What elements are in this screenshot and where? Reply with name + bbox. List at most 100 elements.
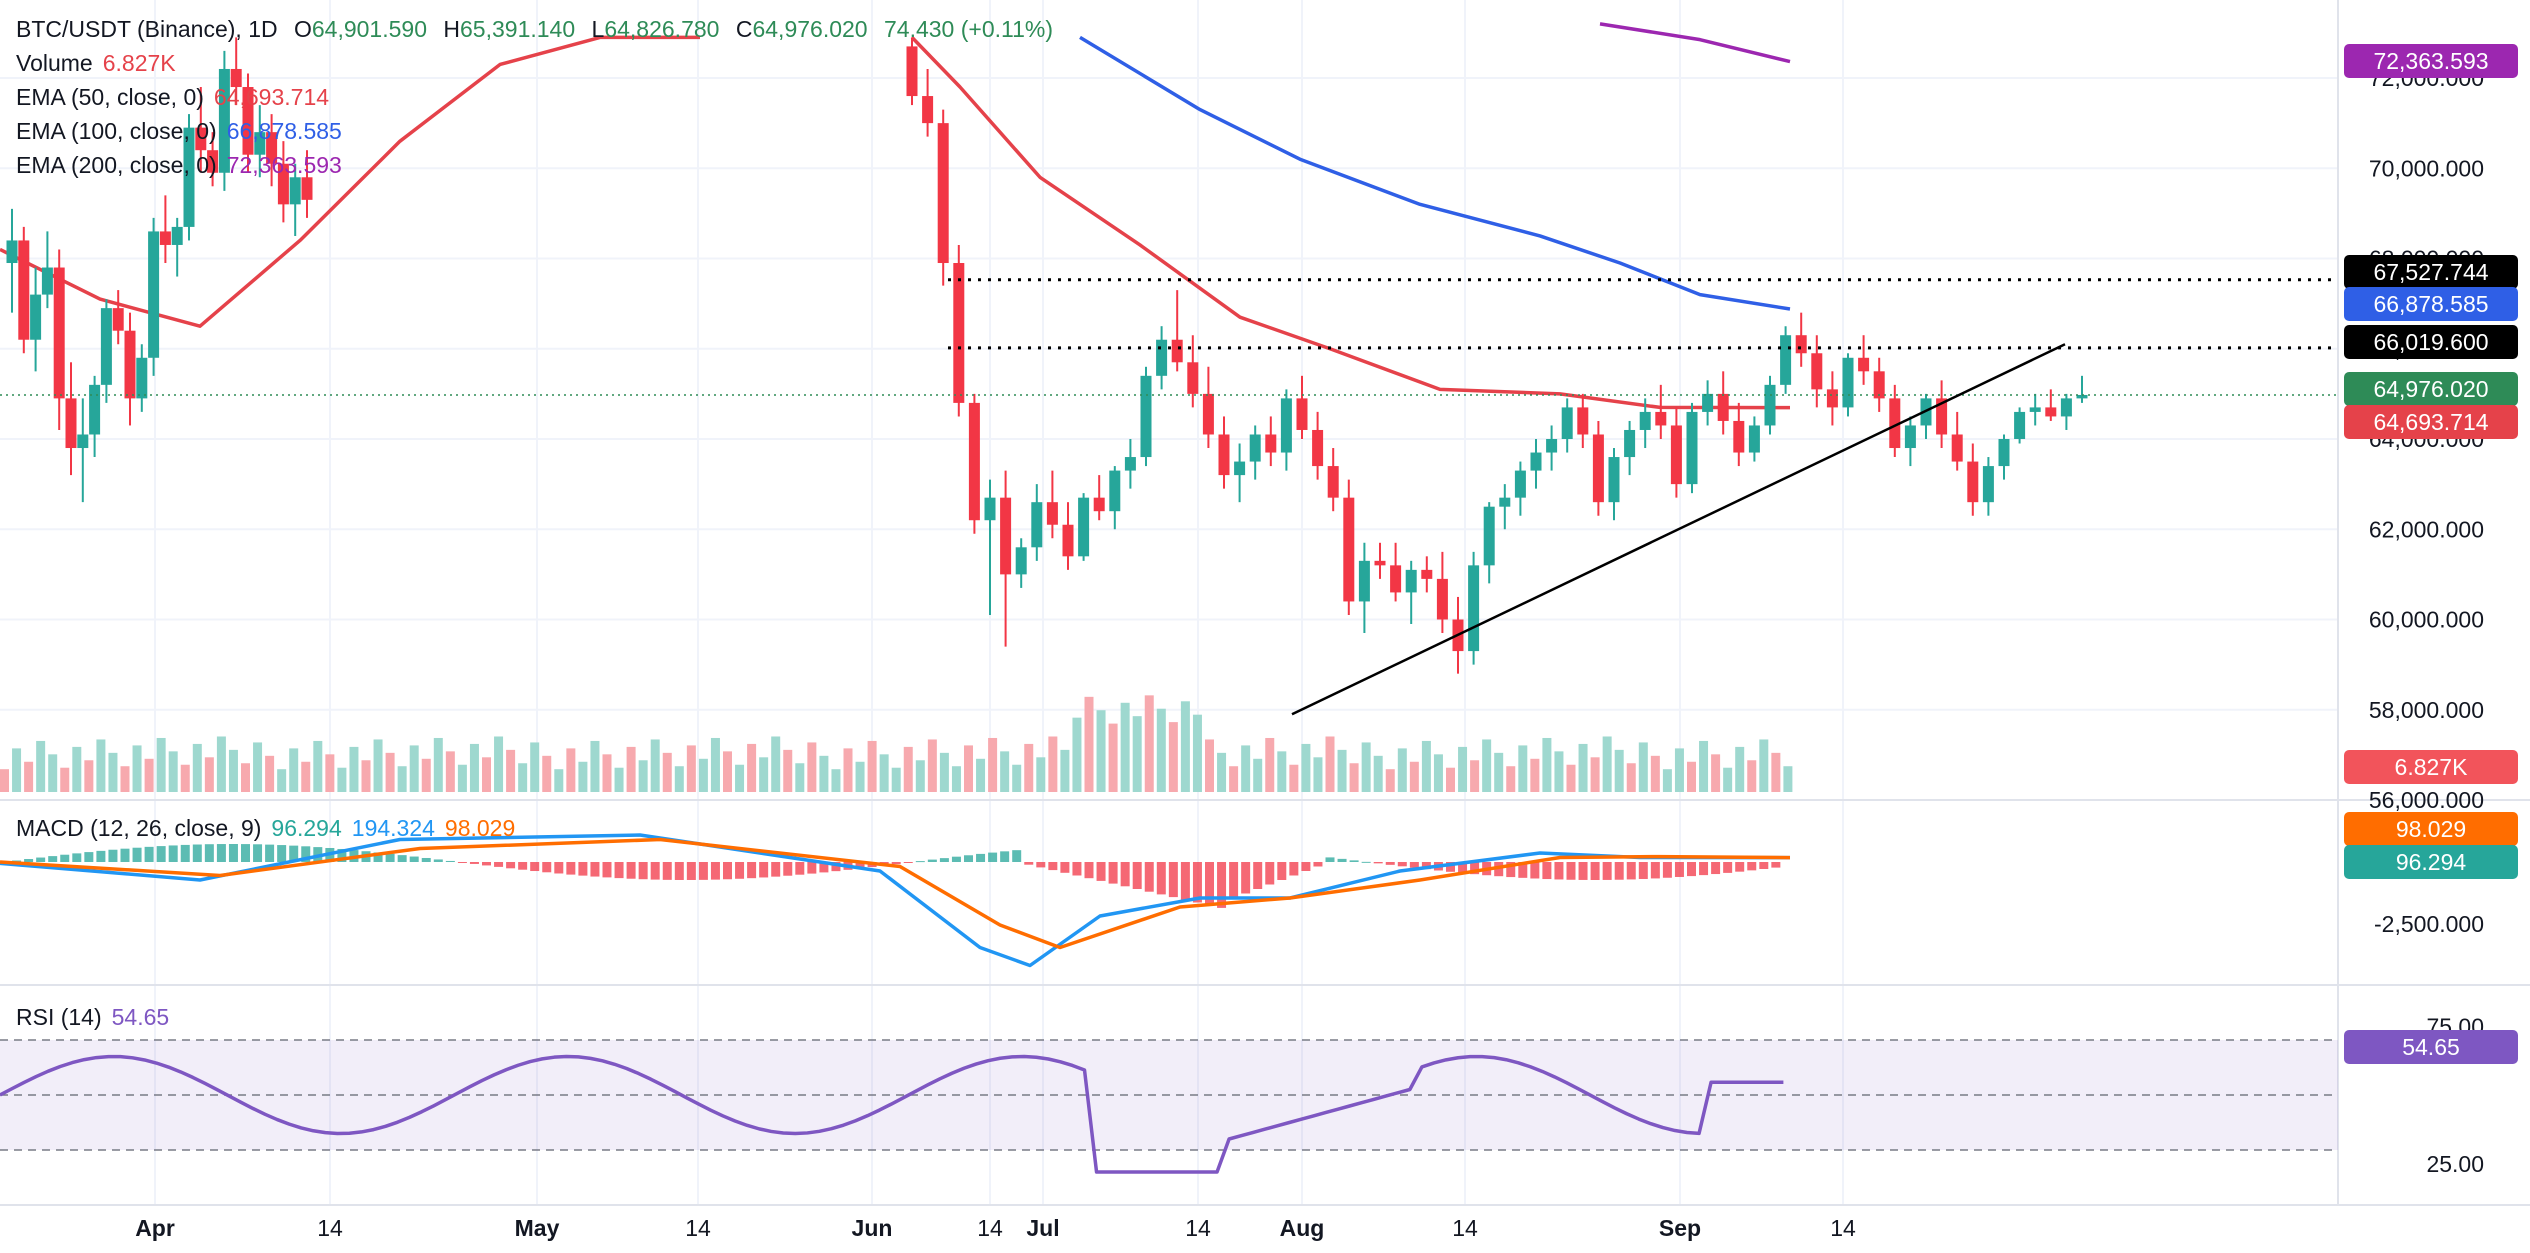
macd-histogram-bar (1301, 862, 1311, 871)
price-axis-label: 62,000.000 (2369, 516, 2484, 542)
macd-histogram-bar (192, 844, 202, 862)
candle (906, 37, 918, 106)
volume-bar (325, 754, 335, 792)
volume-bar (36, 740, 46, 792)
candle-body (1936, 398, 1948, 435)
volume-bar (156, 737, 166, 792)
macd-histogram-bar (686, 862, 696, 880)
volume-bar (241, 763, 250, 792)
legend-open: O64,901.590 (293, 16, 427, 42)
macd-histogram-bar (1638, 862, 1648, 879)
macd-histogram-bar (831, 862, 841, 872)
macd-histogram-bar (265, 844, 275, 862)
macd-histogram-bar (204, 844, 214, 862)
macd-histogram-bar (1771, 862, 1781, 868)
macd-histogram-bar (1385, 862, 1395, 865)
candle-body (1436, 578, 1448, 620)
volume-bar (554, 769, 564, 792)
volume-bar (385, 752, 395, 792)
price-tag-last: 64,976.020 (2344, 372, 2518, 406)
time-axis-label: Sep (1659, 1215, 1701, 1241)
volume-bar (1217, 752, 1227, 792)
candle-body (1826, 389, 1838, 408)
volume-bar (518, 763, 528, 792)
candle (30, 267, 42, 372)
volume-bar (1096, 710, 1106, 792)
price-tag-ema200: 72,363.593 (2344, 44, 2518, 78)
candle (1998, 434, 2010, 480)
macd-histogram-bar (674, 862, 684, 880)
volume-bar (650, 739, 660, 792)
volume-bar (1132, 716, 1142, 792)
macd-histogram-bar (241, 844, 250, 862)
time-axis-label: May (515, 1215, 560, 1241)
volume-bar (1542, 737, 1552, 792)
macd-histogram-bar (1253, 862, 1263, 889)
candle (1171, 290, 1183, 372)
candle-body (953, 263, 965, 403)
candle (2045, 389, 2057, 421)
candle (1826, 371, 1838, 426)
macd-histogram-bar (228, 844, 238, 862)
macd-histogram-bar (1012, 850, 1022, 862)
volume-bar (204, 757, 214, 792)
volume-bar (1337, 749, 1347, 792)
macd-histogram-bar (1470, 862, 1480, 875)
macd-histogram-bar (1361, 861, 1371, 863)
time-axis-label: Aug (1280, 1215, 1325, 1241)
candle (1312, 411, 1324, 480)
candle (1811, 335, 1823, 408)
macd-histogram-bar (1373, 862, 1383, 864)
candle-body (301, 177, 313, 200)
macd-histogram-bar (1156, 862, 1166, 895)
candle-body (1202, 393, 1214, 435)
volume-bar (1060, 749, 1070, 792)
candle-body (1655, 411, 1667, 426)
candle (984, 479, 996, 615)
ema100-line (1079, 35, 1791, 311)
candle (1686, 402, 1698, 494)
volume-bars (0, 695, 1793, 792)
candle-body (218, 68, 230, 173)
candle-body (254, 132, 266, 155)
volume-bar (710, 737, 720, 792)
volume-bar (1108, 723, 1118, 792)
macd-histogram-bar (518, 862, 528, 870)
volume-bar (626, 746, 636, 792)
macd-histogram-bar (1602, 862, 1612, 880)
volume-bar (349, 746, 359, 792)
volume-bar (1566, 764, 1576, 792)
macd-histogram-bar (1530, 862, 1540, 879)
macd-histogram-bar (1132, 862, 1142, 889)
volume-bar (723, 751, 732, 792)
macd-histogram-bar (373, 852, 383, 862)
volume-bar (1602, 736, 1612, 792)
macd-histogram-bar (216, 844, 226, 862)
candle-body (1904, 425, 1916, 449)
macd-histogram-bar (1397, 862, 1407, 867)
volume-bar (482, 757, 491, 792)
macd-histogram-bar (1289, 862, 1299, 876)
macd-histogram-bar (1024, 862, 1034, 865)
macd-histogram-bar (1566, 862, 1576, 880)
macd-histogram-bar (108, 849, 118, 862)
candle-body (89, 384, 101, 435)
levels (0, 278, 2338, 716)
volume-bar (1072, 717, 1082, 792)
price-axis-label: 56,000.000 (2369, 787, 2484, 813)
volume-bar (1265, 737, 1275, 792)
volume-bar (108, 752, 118, 792)
candle-body (1405, 569, 1417, 593)
macd-histogram-bar (385, 853, 395, 862)
candle-body (1109, 470, 1121, 512)
macd-histogram-bar (1626, 862, 1636, 880)
candle (1639, 398, 1651, 449)
candle-body (1702, 393, 1714, 412)
candle-body (1592, 434, 1604, 503)
candle-body (1546, 439, 1558, 453)
macd-histogram-bar (578, 862, 588, 876)
candle (1078, 493, 1090, 561)
candle (1031, 484, 1043, 561)
candle (100, 299, 112, 403)
